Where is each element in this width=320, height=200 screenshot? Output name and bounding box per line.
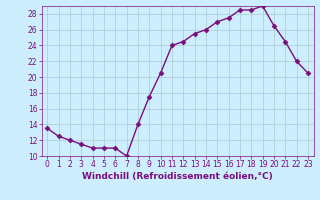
X-axis label: Windchill (Refroidissement éolien,°C): Windchill (Refroidissement éolien,°C) [82,172,273,181]
